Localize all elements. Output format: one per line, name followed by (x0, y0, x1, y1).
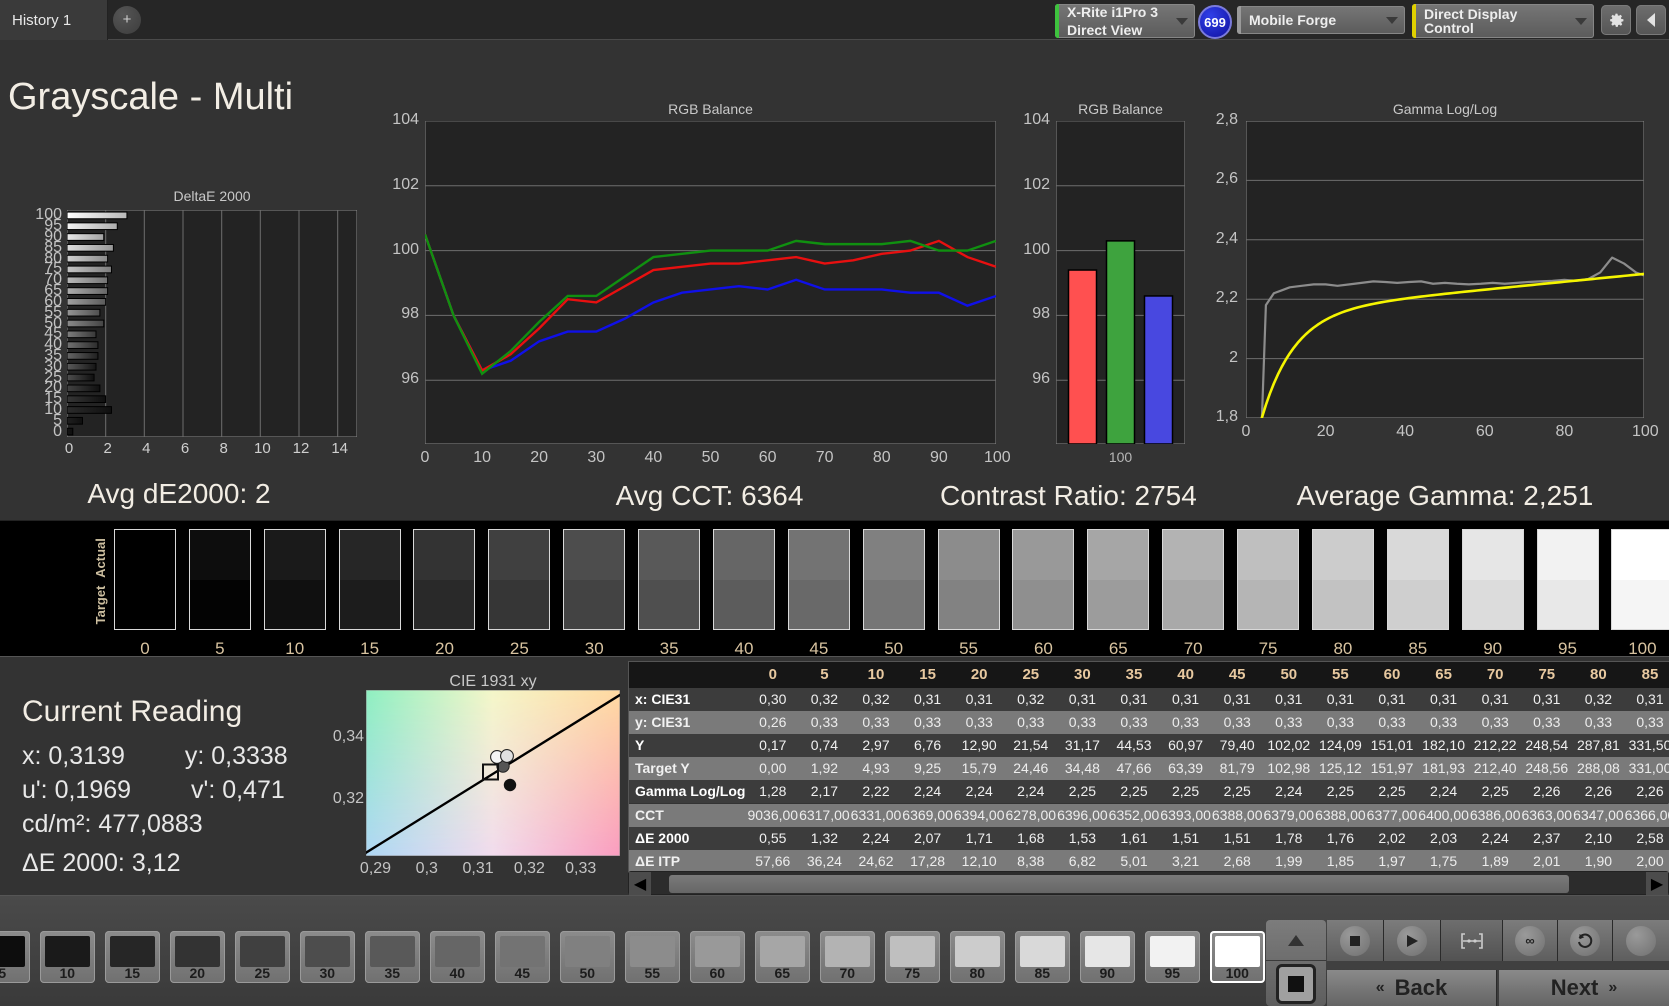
svg-text:Actual: Actual (93, 538, 108, 578)
svg-text:Target: Target (93, 585, 108, 624)
svg-text:∞: ∞ (1525, 935, 1534, 947)
